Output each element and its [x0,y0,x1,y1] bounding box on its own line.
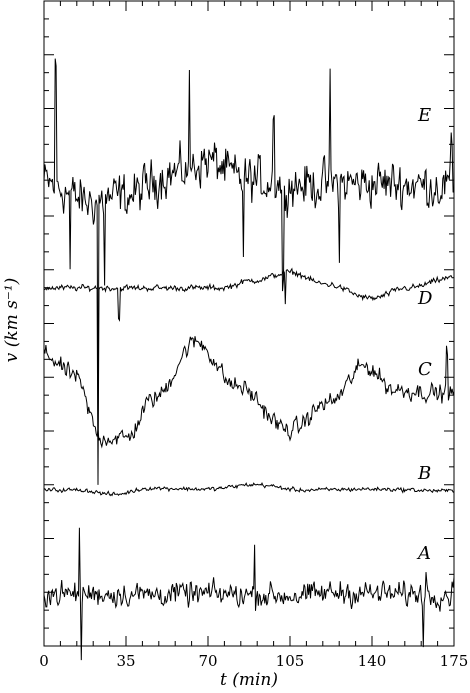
series-line-A [43,527,455,661]
x-tick-label: 105 [276,652,305,670]
series-labels: E D C B A [416,105,433,564]
x-tick-label: 175 [440,652,469,670]
series-label-E: E [417,105,431,126]
x-axis-label: t (min) [220,670,278,690]
series-line-C [43,336,455,449]
series-label-C: C [418,359,432,380]
series-label-D: D [417,288,433,309]
series-traces [43,58,455,661]
x-tick-label: 35 [116,652,135,670]
x-tick-label: 70 [198,652,217,670]
y-axis-label: v (km s⁻¹) [2,278,22,363]
plot-frame [43,0,455,647]
x-tick-label: 140 [358,652,387,670]
series-line-E [43,58,455,442]
x-tick-labels: 0 35 70 105 140 175 [39,652,468,670]
series-label-B: B [417,463,431,484]
series-label-A: A [416,543,431,564]
axis-ticks [43,0,455,647]
series-line-B [43,482,455,497]
series-line-D [43,267,455,485]
x-tick-label: 0 [39,652,49,670]
